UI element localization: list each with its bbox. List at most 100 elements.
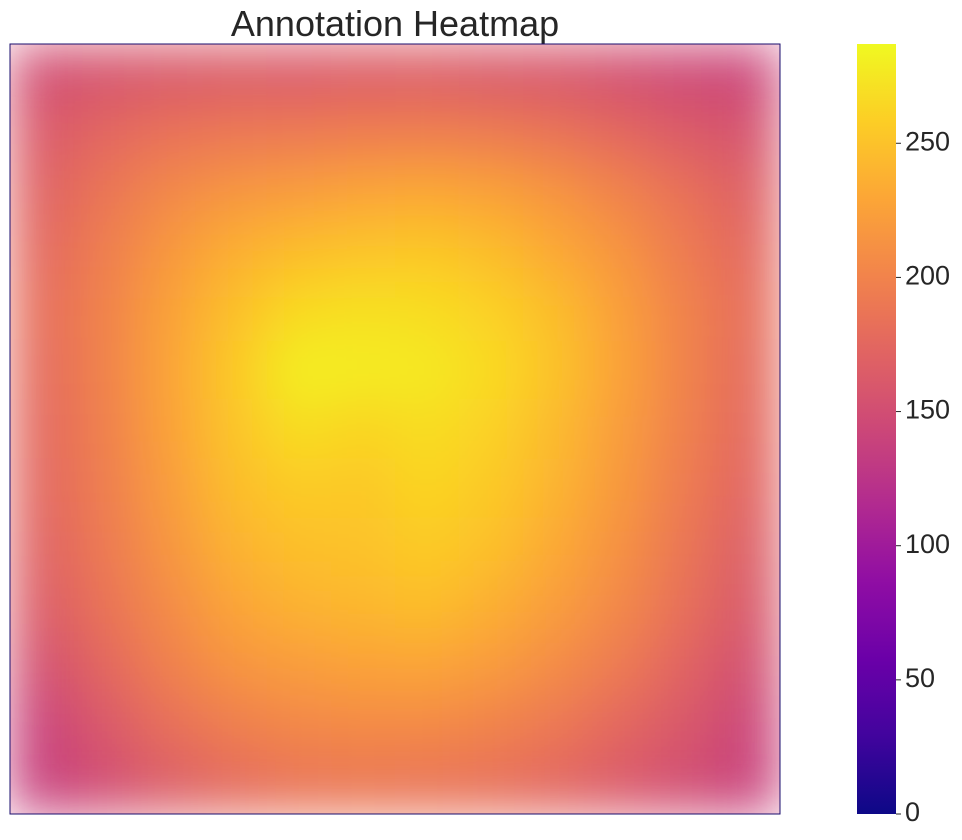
- heatmap-cell: [651, 695, 717, 756]
- heatmap-cell: [330, 103, 396, 164]
- heatmap-cell: [10, 44, 76, 105]
- heatmap-cell: [395, 754, 461, 814]
- heatmap-cell: [715, 458, 780, 519]
- colorbar-tick-label: 50: [905, 663, 935, 693]
- heatmap-cell: [587, 44, 653, 105]
- heatmap-cell: [202, 517, 268, 579]
- heatmap-cell: [330, 695, 396, 756]
- heatmap-cells: [10, 44, 780, 814]
- heatmap-cell: [10, 636, 76, 697]
- heatmap-cell: [459, 399, 525, 460]
- heatmap-cell: [523, 103, 589, 164]
- heatmap-cell: [74, 44, 140, 105]
- heatmap-cell: [395, 695, 461, 756]
- heatmap-cell: [651, 458, 717, 519]
- heatmap-cell: [587, 636, 653, 697]
- heatmap-cell: [202, 162, 268, 223]
- heatmap-cell: [10, 103, 76, 164]
- heatmap-cell: [74, 517, 140, 579]
- heatmap-cell: [202, 399, 268, 460]
- heatmap-cell: [523, 340, 589, 401]
- heatmap-cell: [395, 458, 461, 519]
- heatmap-cell: [138, 754, 204, 814]
- heatmap-cell: [523, 162, 589, 223]
- heatmap-cell: [651, 399, 717, 460]
- heatmap-cell: [138, 577, 204, 638]
- heatmap-cell: [330, 399, 396, 460]
- heatmap-cell: [459, 221, 525, 282]
- heatmap-cell: [10, 458, 76, 519]
- heatmap-cell: [395, 162, 461, 223]
- heatmap-cell: [395, 103, 461, 164]
- heatmap-cell: [330, 340, 396, 401]
- heatmap-cell: [74, 754, 140, 814]
- heatmap-cell: [523, 458, 589, 519]
- heatmap-cell: [523, 221, 589, 282]
- heatmap-cell: [266, 399, 332, 460]
- heatmap-cell: [330, 517, 396, 579]
- heatmap-cell: [138, 399, 204, 460]
- heatmap-cell: [138, 695, 204, 756]
- heatmap-cell: [523, 517, 589, 579]
- heatmap-cell: [330, 44, 396, 105]
- heatmap-cell: [651, 221, 717, 282]
- heatmap-cell: [459, 44, 525, 105]
- heatmap-cell: [10, 577, 76, 638]
- heatmap-cell: [138, 162, 204, 223]
- heatmap-cell: [395, 340, 461, 401]
- heatmap-cell: [587, 754, 653, 814]
- heatmap-cell: [651, 280, 717, 342]
- heatmap-cell: [459, 458, 525, 519]
- heatmap-cell: [202, 458, 268, 519]
- heatmap-cell: [395, 636, 461, 697]
- heatmap-cell: [138, 458, 204, 519]
- heatmap-cell: [395, 517, 461, 579]
- heatmap-cell: [523, 44, 589, 105]
- heatmap-cell: [266, 577, 332, 638]
- heatmap-cell: [74, 103, 140, 164]
- heatmap-cell: [330, 221, 396, 282]
- heatmap-border: [9, 43, 781, 815]
- heatmap-cell: [74, 280, 140, 342]
- heatmap-cell: [74, 399, 140, 460]
- heatmap-cell: [459, 517, 525, 579]
- heatmap-cell: [395, 399, 461, 460]
- heatmap-cell: [587, 695, 653, 756]
- heatmap-cell: [202, 280, 268, 342]
- heatmap-cell: [74, 636, 140, 697]
- heatmap-cell: [10, 162, 76, 223]
- heatmap-cell: [459, 754, 525, 814]
- heatmap-cell: [266, 636, 332, 697]
- heatmap-cell: [459, 280, 525, 342]
- heatmap-cell: [523, 695, 589, 756]
- heatmap-cell: [202, 636, 268, 697]
- heatmap-cell: [715, 280, 780, 342]
- heatmap-cell: [330, 280, 396, 342]
- heatmap-cell: [587, 458, 653, 519]
- heatmap-cell: [459, 340, 525, 401]
- heatmap-cell: [202, 44, 268, 105]
- heatmap-cell: [266, 517, 332, 579]
- heatmap-cell: [330, 636, 396, 697]
- chart-title: Annotation Heatmap: [231, 3, 559, 44]
- heatmap-cell: [459, 695, 525, 756]
- colorbar-tick-label: 0: [905, 797, 920, 827]
- heatmap-cell: [10, 517, 76, 579]
- heatmap-cell: [10, 340, 76, 401]
- heatmap-cell: [523, 577, 589, 638]
- heatmap-cell: [74, 695, 140, 756]
- heatmap-cell: [651, 754, 717, 814]
- heatmap-cell: [330, 458, 396, 519]
- colorbar: [857, 44, 896, 814]
- heatmap-cell: [395, 280, 461, 342]
- heatmap-cell: [266, 280, 332, 342]
- colorbar-ticks: 0 50 100 150 200 250: [896, 126, 950, 827]
- heatmap-cell: [587, 517, 653, 579]
- heatmap-cell: [715, 399, 780, 460]
- heatmap-cell: [330, 162, 396, 223]
- heatmap-cell: [138, 221, 204, 282]
- heatmap-cell: [715, 340, 780, 401]
- heatmap-cell: [523, 280, 589, 342]
- heatmap-cell: [651, 636, 717, 697]
- heatmap-cell: [202, 221, 268, 282]
